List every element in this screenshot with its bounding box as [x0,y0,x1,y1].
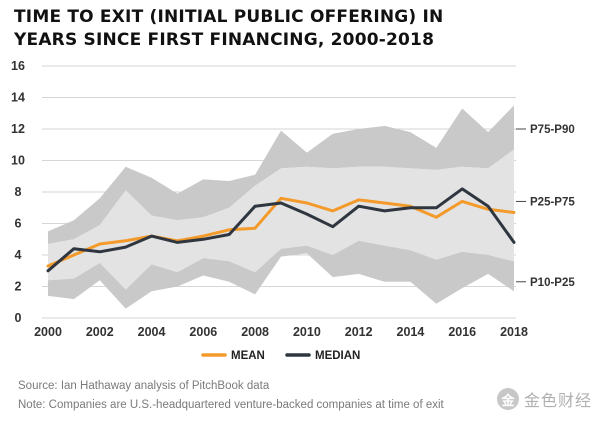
source-note: Source: Ian Hathaway analysis of PitchBo… [18,380,270,392]
y-tick-label-16: 16 [11,59,25,73]
point-median-2015 [435,206,438,209]
point-median-2010 [305,212,309,216]
point-median-2007 [228,233,231,236]
y-tick-label-14: 14 [11,91,25,105]
x-tick-label-2016: 2016 [448,325,476,339]
band-p75-p90 [48,105,514,245]
footnote: Note: Companies are U.S.-headquartered v… [18,399,444,411]
band-label-p25-p75: P25-P75 [530,196,575,208]
point-median-2018 [512,241,516,244]
chart-title: TIME TO EXIT (INITIAL PUBLIC OFFERING) I… [14,6,574,52]
y-tick-label-10: 10 [11,154,25,168]
band-p25-p75 [48,149,514,290]
point-mean-2008 [253,227,257,230]
point-median-2012 [357,204,360,208]
point-median-2009 [279,201,283,205]
point-mean-2006 [202,234,205,238]
x-tick-label-2000: 2000 [34,325,62,339]
y-tick-label-8: 8 [15,185,22,199]
band-p10-p25 [48,240,514,309]
point-median-2008 [253,204,257,208]
band-label-p10-p25: P10-P25 [530,277,575,289]
point-median-2002 [98,250,101,254]
point-median-2001 [72,247,76,250]
x-tick-label-2008: 2008 [241,325,269,339]
point-mean-2009 [279,197,283,200]
y-tick-label-2: 2 [15,280,22,294]
point-mean-2000 [46,264,50,268]
y-tick-label-12: 12 [11,122,25,136]
x-tick-label-2002: 2002 [86,325,114,339]
legend-label-median: MEDIAN [315,350,360,362]
point-mean-2002 [98,242,101,246]
point-mean-2018 [512,211,516,214]
point-mean-2011 [331,209,334,213]
x-tick-label-2012: 2012 [345,325,373,339]
legend-label-mean: MEAN [231,350,265,362]
point-mean-2013 [383,201,386,205]
y-tick-label-0: 0 [15,311,22,325]
point-median-2011 [331,225,334,228]
point-median-2017 [486,204,490,208]
point-mean-2016 [461,200,464,203]
point-median-2016 [461,187,464,191]
point-median-2014 [409,206,412,209]
point-median-2005 [176,241,179,244]
chart-title-line-1: TIME TO EXIT (INITIAL PUBLIC OFFERING) I… [14,7,444,27]
band-label-p75-p90: P75-P90 [530,124,575,136]
x-tick-label-2010: 2010 [293,325,321,339]
point-median-2013 [383,209,386,213]
point-mean-2015 [435,216,438,219]
point-median-2006 [202,238,205,241]
point-mean-2007 [228,228,231,231]
y-tick-label-4: 4 [15,248,22,262]
point-median-2000 [46,269,50,272]
point-median-2003 [124,245,127,249]
point-mean-2001 [72,253,76,257]
y-tick-label-6: 6 [15,217,22,231]
point-mean-2010 [305,201,309,205]
point-mean-2003 [124,239,127,243]
watermark: 金 金色财经 [496,387,592,411]
x-tick-label-2006: 2006 [189,325,217,339]
watermark-text: 金色财经 [523,391,592,410]
x-tick-label-2004: 2004 [138,325,166,339]
chart-title-line-2: YEARS SINCE FIRST FINANCING, 2000-2018 [14,30,435,50]
x-tick-label-2018: 2018 [500,325,528,339]
x-tick-label-2014: 2014 [397,325,425,339]
watermark-logo-icon: 金 [496,388,519,410]
point-mean-2012 [357,198,360,202]
point-median-2004 [150,234,153,238]
